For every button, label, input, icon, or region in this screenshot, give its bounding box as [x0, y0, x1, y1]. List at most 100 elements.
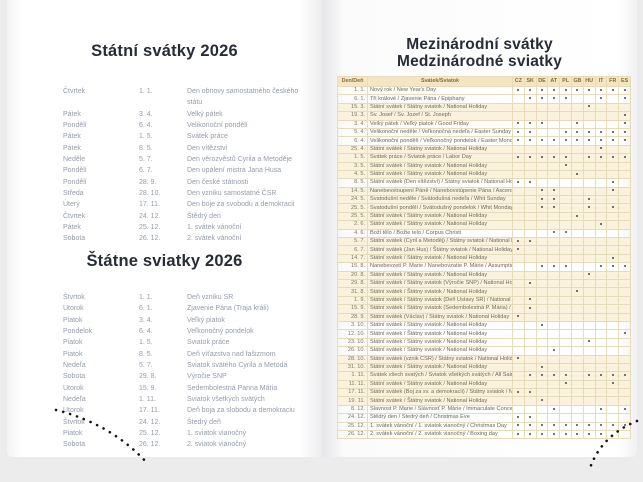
holiday-name-cell: Státní svátek / Štátny sviatok / Nationa…	[367, 211, 513, 222]
country-cell-pl	[559, 304, 572, 314]
holiday-dot	[611, 256, 614, 259]
holiday-dot	[540, 88, 543, 91]
holiday-table-row: 19. 3. Sv. Josef / Sv. Jozef / St. Joseph	[337, 111, 631, 121]
country-cell-es	[618, 161, 631, 171]
country-cell-es	[618, 253, 631, 264]
country-cell-de	[535, 178, 549, 188]
holiday-name-cell: Státní svátek / Štátny sviatok / Nationa…	[367, 253, 513, 264]
country-cell-gb	[570, 136, 584, 146]
holiday-table-row: 2. 6. Státní svátek / Štátny sviatok / Na…	[337, 220, 631, 230]
country-cell-es	[618, 228, 631, 239]
country-cell-fr	[606, 362, 620, 373]
country-cell-cz	[512, 295, 525, 306]
country-cell-fr	[606, 111, 620, 121]
country-cell-sk	[523, 295, 537, 306]
czech-holiday-row: Pondělí 6. 4. Velikonoční pondělí	[63, 120, 315, 131]
holiday-table-row: 15. 9. Státní svátek / Štátny sviatok (Se…	[337, 304, 631, 314]
country-cell-fr	[606, 237, 620, 247]
date-cell: 6. 7.	[337, 245, 368, 255]
date-cell: 26. 12.	[337, 429, 368, 440]
country-cell-it	[594, 396, 608, 406]
date-cell: 14. 7.	[337, 253, 368, 264]
holiday-dot	[529, 424, 532, 427]
holiday-name-cell: Státní svátek / Štátny sviatok / Nationa…	[367, 329, 513, 339]
holiday-name-cell: Státní svátek / Štátny sviatok (Výročie …	[367, 278, 513, 289]
country-cell-at	[547, 312, 561, 322]
date-cell: 15. 3.	[337, 102, 368, 113]
country-cell-hu	[582, 371, 596, 381]
country-cell-at	[547, 237, 561, 247]
country-cell-pl	[559, 136, 572, 146]
holiday-dot	[599, 373, 602, 376]
holiday-name-cell: Štědrý den / Štedrý deň / Christmas Eve	[367, 413, 513, 423]
holiday-table-row: 24. 5. Svatodušní neděle / Svätodušná ned…	[337, 195, 631, 205]
country-cell-fr	[606, 136, 620, 146]
holiday-dot	[552, 231, 555, 234]
country-cell-de	[535, 262, 549, 272]
country-cell-hu	[582, 421, 596, 432]
country-column-header-fr: FR	[606, 76, 620, 87]
holiday-dot	[611, 264, 614, 267]
country-cell-at	[547, 111, 561, 121]
holiday-date: 6. 4.	[139, 122, 153, 130]
holiday-date: 6. 7.	[139, 167, 153, 175]
country-cell-pl	[559, 220, 572, 230]
country-cell-sk	[523, 287, 537, 297]
country-cell-hu	[582, 195, 596, 205]
country-cell-gb	[570, 337, 584, 348]
date-cell: 19. 11.	[337, 396, 368, 406]
date-cell: 28. 10.	[337, 354, 368, 364]
country-cell-gb	[570, 85, 584, 96]
country-cell-de	[535, 203, 549, 213]
country-cell-it	[594, 169, 608, 180]
date-cell: 25. 5.	[337, 203, 368, 213]
country-cell-sk	[523, 413, 537, 423]
holiday-name: Sviatok všetkých svätých	[187, 396, 265, 404]
holiday-dot	[517, 239, 520, 242]
holiday-name-cell: Státní svátek / Štátny sviatok (Sedembol…	[367, 304, 513, 314]
country-cell-de	[535, 144, 549, 155]
country-cell-fr	[606, 421, 620, 432]
holiday-name-cell: Státní svátek / Štátny sviatok / Nationa…	[367, 161, 513, 171]
country-cell-it	[594, 127, 608, 138]
country-cell-es	[618, 237, 631, 247]
holiday-name: 2. sviatok vianočný	[187, 441, 247, 449]
country-cell-hu	[582, 203, 596, 213]
holiday-date: 25. 12.	[139, 430, 161, 438]
country-cell-at	[547, 270, 561, 281]
holiday-date: 25. 12.	[139, 224, 161, 232]
holiday-dot	[576, 214, 579, 217]
holiday-name: Veľkonočný pondelok	[187, 328, 254, 336]
day-of-week: Nedeľa	[63, 396, 86, 404]
holiday-date: 1. 1.	[139, 88, 153, 95]
holiday-date: 26. 12.	[139, 235, 161, 243]
slovak-holiday-row: Utorok 15. 9. Sedembolestná Panna Mária	[63, 383, 315, 394]
holiday-name-cell: Státní svátek (Den vítězství) / Štátny s…	[367, 178, 513, 188]
holiday-name-cell: Svátek práce / Sviatok práce / Labor Day	[367, 153, 513, 163]
country-cell-hu	[582, 127, 596, 138]
holiday-date: 24. 12.	[139, 212, 161, 220]
country-cell-at	[547, 178, 561, 188]
holiday-dot	[564, 432, 567, 435]
country-cell-at	[547, 287, 561, 297]
holiday-dot	[540, 139, 543, 142]
day-of-week: Čtvrtek	[63, 88, 86, 95]
country-cell-es	[618, 421, 631, 432]
holiday-dot	[611, 139, 614, 142]
country-cell-cz	[512, 161, 525, 171]
holiday-name-cell: Boží tělo / Božie telo / Corpus Christi	[367, 228, 513, 239]
country-cell-it	[594, 203, 608, 213]
holiday-dot	[529, 130, 532, 133]
country-cell-es	[618, 429, 631, 440]
holiday-dot	[564, 264, 567, 267]
holiday-dot	[588, 432, 591, 435]
country-cell-gb	[570, 270, 584, 281]
country-cell-at	[547, 253, 561, 264]
holiday-dot	[529, 373, 532, 376]
country-cell-gb	[570, 329, 584, 339]
czech-holiday-row: Středa 28. 10. Den vzniku samostatné ČSR	[63, 188, 315, 199]
country-cell-pl	[559, 354, 572, 364]
holiday-name: Velikonoční pondělí	[187, 122, 248, 130]
country-column-header-hu: HU	[582, 76, 596, 87]
holiday-table-row: 31. 8. Státní svátek / Štátny sviatok / N…	[337, 287, 631, 297]
